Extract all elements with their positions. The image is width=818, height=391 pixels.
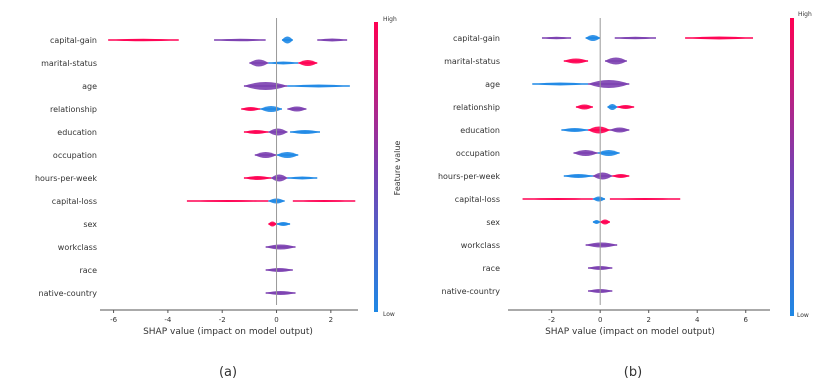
panel-b-tick-label: 2 <box>646 316 650 324</box>
feature-label-education: education <box>57 128 97 137</box>
panel-b-rows: capital-gain marital-status age relationshi… <box>438 34 500 296</box>
panel-a-colorbar <box>374 22 378 312</box>
panel-a-x-ticks: -6 -4 -2 0 2 <box>110 310 333 324</box>
panel-b-x-axis-label: SHAP value (impact on model output) <box>545 327 715 337</box>
feature-label-marital-status: marital-status <box>444 57 500 66</box>
panel-b-tick-label: 4 <box>695 316 700 324</box>
feature-label-capital-gain: capital-gain <box>50 36 97 45</box>
panel-a-colorbar-label: Feature value <box>393 141 402 196</box>
feature-label-occupation: occupation <box>456 149 500 158</box>
feature-label-capital-loss: capital-loss <box>52 197 97 206</box>
panel-b: capital-gain marital-status age relationshi… <box>438 11 812 380</box>
panel-b-tick-label: 0 <box>598 316 602 324</box>
panel-a-tick-label: -4 <box>164 316 172 324</box>
panel-b-colorbar-low: Low <box>797 312 809 319</box>
panel-a-x-axis-label: SHAP value (impact on model output) <box>143 327 313 337</box>
feature-label-workclass: workclass <box>461 241 500 250</box>
feature-label-relationship: relationship <box>50 105 97 114</box>
feature-label-capital-loss: capital-loss <box>455 195 500 204</box>
panel-a-tick-label: 2 <box>329 316 333 324</box>
feature-label-marital-status: marital-status <box>41 59 97 68</box>
feature-label-capital-gain: capital-gain <box>453 34 500 43</box>
panel-a-tick-label: 0 <box>274 316 278 324</box>
panel-b-label: (b) <box>624 365 642 380</box>
feature-label-workclass: workclass <box>58 243 97 252</box>
panel-b-marks <box>522 35 754 293</box>
feature-label-age: age <box>485 80 500 89</box>
feature-label-sex: sex <box>486 218 500 227</box>
panel-b-x-ticks: -2 0 2 4 6 <box>548 310 749 324</box>
feature-label-relationship: relationship <box>453 103 500 112</box>
panel-b-tick-label: -2 <box>548 316 555 324</box>
panel-a-tick-label: -2 <box>219 316 226 324</box>
panel-b-tick-label: 6 <box>744 316 749 324</box>
feature-label-native-country: native-country <box>442 287 501 296</box>
feature-label-native-country: native-country <box>39 289 98 298</box>
feature-label-sex: sex <box>83 220 97 229</box>
panel-a-tick-label: -6 <box>110 316 118 324</box>
panel-a-label: (a) <box>219 365 237 380</box>
feature-label-occupation: occupation <box>53 151 97 160</box>
feature-label-hours-per-week: hours-per-week <box>438 172 500 181</box>
panel-a-rows: capital-gain marital-status age relationshi… <box>35 36 97 298</box>
panel-b-colorbar <box>790 18 794 316</box>
panel-a: capital-gain marital-status age relationshi… <box>35 16 402 380</box>
feature-label-race: race <box>79 266 97 275</box>
feature-label-age: age <box>82 82 97 91</box>
feature-label-hours-per-week: hours-per-week <box>35 174 97 183</box>
feature-label-race: race <box>482 264 500 273</box>
panel-a-colorbar-low: Low <box>383 311 395 318</box>
feature-label-education: education <box>460 126 500 135</box>
panel-a-marks <box>108 36 356 295</box>
panel-a-colorbar-high: High <box>383 16 397 23</box>
panel-b-colorbar-high: High <box>798 11 812 18</box>
